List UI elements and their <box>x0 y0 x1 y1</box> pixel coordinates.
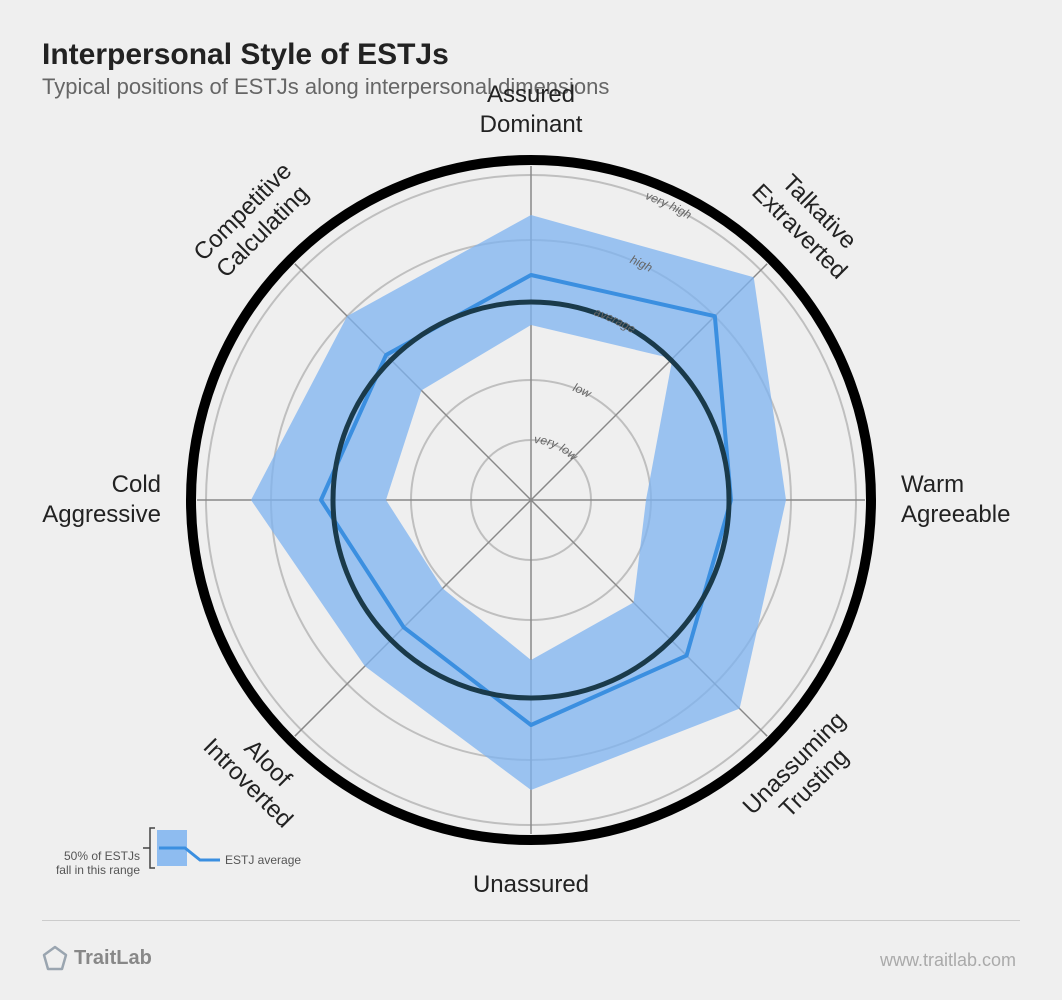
chart-legend: 50% of ESTJsfall in this range ESTJ avera… <box>55 820 315 900</box>
svg-text:Unassured: Unassured <box>473 871 589 898</box>
radar-chart: very lowlowaveragehighvery highAssuredDo… <box>0 0 1062 900</box>
svg-text:50% of ESTJs: 50% of ESTJs <box>64 849 140 863</box>
brand-logo: TraitLab <box>42 945 152 971</box>
svg-text:low: low <box>571 380 595 401</box>
svg-text:Dominant: Dominant <box>480 111 583 138</box>
svg-text:ESTJ average: ESTJ average <box>225 853 301 867</box>
footer-url: www.traitlab.com <box>880 950 1016 971</box>
svg-text:Assured: Assured <box>487 81 575 108</box>
svg-text:Warm: Warm <box>901 471 964 498</box>
svg-text:Cold: Cold <box>112 471 161 498</box>
pentagon-icon <box>42 945 68 971</box>
svg-text:very low: very low <box>533 432 581 464</box>
footer-divider <box>42 920 1020 921</box>
svg-text:Agreeable: Agreeable <box>901 501 1010 528</box>
svg-text:Aggressive: Aggressive <box>42 501 161 528</box>
brand-text: TraitLab <box>74 947 152 970</box>
svg-text:fall in this range: fall in this range <box>56 863 140 877</box>
